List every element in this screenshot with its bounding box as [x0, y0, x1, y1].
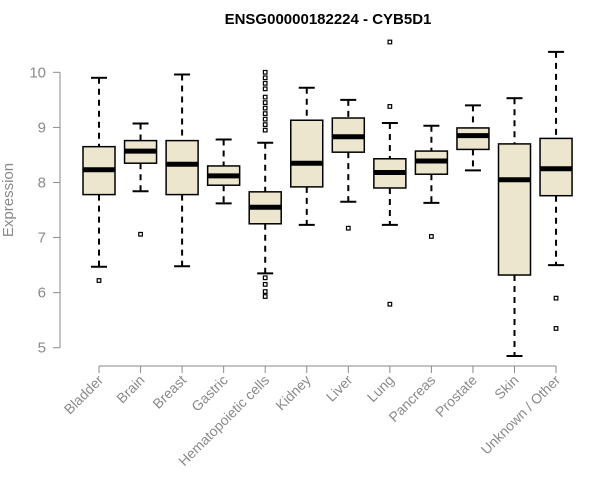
- outlier-point: [96, 278, 102, 283]
- iqr-box: [165, 139, 199, 196]
- outlier-point: [345, 225, 351, 231]
- outlier-point: [262, 69, 268, 75]
- boxes: [82, 39, 573, 357]
- outlier-point: [429, 234, 434, 239]
- outlier-point: [387, 39, 393, 45]
- box-lung: [373, 39, 407, 307]
- outlier-point: [262, 94, 268, 100]
- outlier-point: [262, 116, 268, 122]
- outlier-point: [553, 326, 559, 331]
- outlier-point: [262, 275, 268, 281]
- box-skin: [497, 97, 532, 357]
- box-unknown-other: [539, 50, 573, 331]
- chart-title: ENSG00000182224 - CYB5D1: [225, 11, 432, 28]
- outlier-point: [262, 75, 268, 81]
- outlier-point: [262, 105, 268, 111]
- x-tick-label: Liver: [323, 372, 356, 405]
- box-kidney: [290, 86, 324, 226]
- outlier-point: [262, 127, 268, 133]
- box-pancreas: [414, 124, 449, 239]
- outlier-point: [262, 122, 268, 128]
- outlier-point: [138, 231, 143, 237]
- outlier-point: [262, 80, 268, 86]
- axes: 5 6 7 8 9 10: [29, 64, 557, 367]
- box-prostate: [456, 104, 490, 172]
- outlier-point: [262, 100, 268, 105]
- y-tick-label: 9: [38, 119, 46, 136]
- outlier-point: [262, 294, 268, 299]
- x-tick-label: Unknown / Other: [478, 372, 564, 458]
- outlier-point: [387, 301, 393, 307]
- iqr-box: [497, 143, 532, 276]
- outlier-point: [262, 281, 268, 287]
- iqr-box: [290, 119, 324, 188]
- outlier-point: [262, 86, 268, 92]
- y-tick-label: 10: [29, 64, 46, 81]
- x-tick-label: Bladder: [61, 372, 107, 418]
- outlier-point: [553, 295, 559, 301]
- x-tick-label: Lung: [364, 372, 397, 405]
- box-hematopoietic-cells: [248, 69, 282, 299]
- outlier-point: [262, 111, 268, 117]
- x-tick-label: Prostate: [432, 372, 480, 420]
- outlier-point: [387, 104, 393, 109]
- y-tick-label: 7: [38, 230, 46, 247]
- x-tick-label: Skin: [491, 372, 522, 403]
- box-bladder: [82, 76, 116, 283]
- y-tick-label: 5: [38, 340, 46, 357]
- box-liver: [331, 98, 366, 231]
- x-tick-label: Breast: [149, 372, 189, 412]
- y-axis-label: Expression: [0, 163, 17, 237]
- box-breast: [165, 73, 199, 268]
- y-tick-label: 8: [38, 174, 46, 191]
- box-gastric: [206, 138, 241, 205]
- x-tick-label: Brain: [113, 372, 147, 406]
- y-tick-label: 6: [38, 285, 46, 302]
- x-tick-label: Kidney: [272, 372, 314, 414]
- iqr-box: [456, 127, 490, 151]
- box-brain: [123, 122, 158, 237]
- outlier-point: [262, 289, 268, 294]
